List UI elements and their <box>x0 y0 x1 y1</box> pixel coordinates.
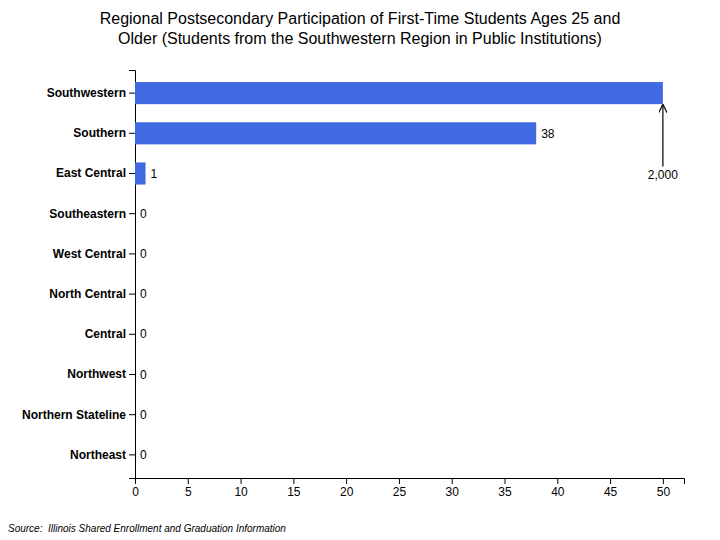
data-label: 0 <box>140 287 147 301</box>
x-tick-mark <box>505 478 506 484</box>
bars <box>135 82 663 185</box>
x-tick: 30 <box>446 478 460 499</box>
y-tick-mark <box>129 213 135 214</box>
x-tick-label: 45 <box>604 485 618 499</box>
data-label: 0 <box>140 247 147 261</box>
bar <box>135 243 136 265</box>
y-tick-label: Northwest <box>67 367 126 381</box>
x-tick: 20 <box>340 478 354 499</box>
y-tick: Southern <box>73 126 135 140</box>
x-tick-label: 10 <box>234 485 248 499</box>
data-label: 0 <box>140 408 147 422</box>
x-tick-label: 25 <box>393 485 407 499</box>
annotation-arrow <box>662 105 663 166</box>
y-tick: Northwest <box>67 367 135 381</box>
x-tick-mark <box>663 478 664 484</box>
y-tick-label: Southern <box>73 126 126 140</box>
y-tick-label: Northeast <box>70 448 126 462</box>
bar <box>135 283 136 305</box>
y-tick-mark <box>129 414 135 415</box>
y-tick-label: East Central <box>56 166 126 180</box>
y-tick-mark <box>129 454 135 455</box>
y-tick: Southwestern <box>47 86 135 100</box>
y-tick: West Central <box>53 247 135 261</box>
bar <box>135 82 663 104</box>
y-axis-line <box>129 71 136 479</box>
x-axis-line <box>136 479 685 485</box>
y-axis: Northeast Northern Stateline Northwest Cent… <box>22 71 136 479</box>
y-tick-label: Central <box>85 327 126 341</box>
data-label: 1 <box>151 167 158 181</box>
bar <box>135 444 136 466</box>
data-label: 38 <box>541 127 555 141</box>
x-tick-label: 40 <box>551 485 565 499</box>
chart: Regional Postsecondary Participation of … <box>0 0 720 540</box>
x-tick-mark <box>188 478 189 484</box>
x-tick-label: 35 <box>498 485 512 499</box>
y-tick-label: North Central <box>49 287 126 301</box>
bar <box>135 404 136 426</box>
y-tick-mark <box>129 253 135 254</box>
title-line: Regional Postsecondary Participation of … <box>100 10 621 27</box>
plot: 05101520253035404550NortheastNorthern St… <box>22 71 685 499</box>
bar <box>135 323 136 345</box>
x-tick-mark <box>399 478 400 484</box>
bar <box>135 363 136 385</box>
data-label: 0 <box>140 368 147 382</box>
x-tick: 5 <box>185 478 192 499</box>
x-tick-mark <box>346 478 347 484</box>
y-tick-label: Southwestern <box>47 86 126 100</box>
x-tick-mark <box>293 478 294 484</box>
data-label: 0 <box>140 207 147 221</box>
x-tick-mark <box>557 478 558 484</box>
y-tick-label: Northern Stateline <box>22 408 126 422</box>
data-label: 0 <box>140 448 147 462</box>
x-tick-label: 30 <box>446 485 460 499</box>
source: Source: Illinois Shared Enrollment and G… <box>8 523 286 534</box>
bar <box>135 122 536 144</box>
data-labels: 0 0 0 0 0 0 0 1 38 <box>140 127 555 463</box>
x-tick-label: 15 <box>287 485 301 499</box>
y-tick: East Central <box>56 166 135 180</box>
x-tick-mark <box>452 478 453 484</box>
bar <box>135 203 136 225</box>
y-tick: Central <box>85 327 135 341</box>
y-tick: North Central <box>49 287 135 301</box>
title: Regional Postsecondary Participation of … <box>100 10 621 47</box>
y-tick-label: West Central <box>53 247 126 261</box>
x-tick-label: 50 <box>657 485 671 499</box>
x-tick: 10 <box>234 478 248 499</box>
x-tick-label: 0 <box>132 485 139 499</box>
x-tick: 15 <box>287 478 301 499</box>
bar <box>135 162 146 184</box>
x-tick: 50 <box>657 478 671 499</box>
y-tick-mark <box>129 294 135 295</box>
annotation: 2,000 <box>648 168 678 182</box>
x-tick-label: 20 <box>340 485 354 499</box>
x-axis: 0 5 10 15 20 25 30 35 40 45 50 <box>132 478 684 499</box>
x-tick: 0 <box>132 478 139 499</box>
y-tick-mark <box>129 374 135 375</box>
y-tick: Southeastern <box>49 207 135 221</box>
x-tick: 35 <box>498 478 512 499</box>
x-tick: 25 <box>393 478 407 499</box>
y-tick: Northeast <box>70 448 135 462</box>
y-tick-label: Southeastern <box>49 207 126 221</box>
x-tick-label: 5 <box>185 485 192 499</box>
x-tick: 40 <box>551 478 565 499</box>
x-tick-mark <box>610 478 611 484</box>
y-tick-mark <box>129 133 135 134</box>
y-tick-mark <box>129 173 135 174</box>
title-line: Older (Students from the Southwestern Re… <box>118 30 602 47</box>
y-tick-mark <box>129 334 135 335</box>
data-label: 0 <box>140 327 147 341</box>
x-tick-mark <box>241 478 242 484</box>
y-tick: Northern Stateline <box>22 408 135 422</box>
y-tick-mark <box>129 93 135 94</box>
x-tick: 45 <box>604 478 618 499</box>
